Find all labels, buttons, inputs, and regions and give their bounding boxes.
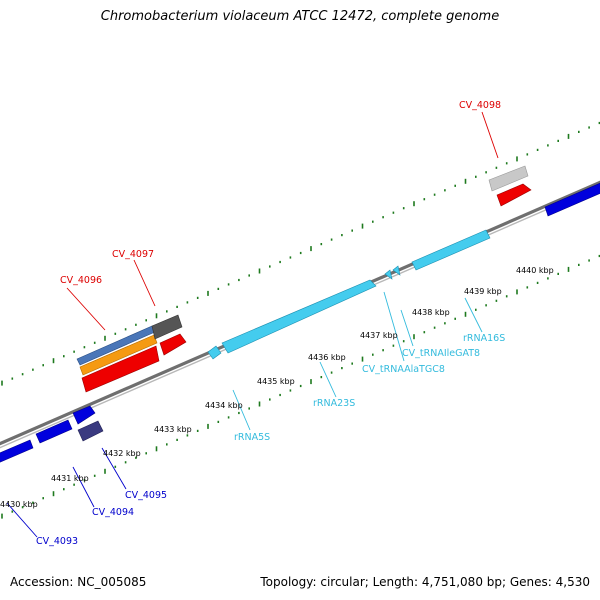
topology-text: Topology: circular; Length: 4,751,080 bp… (260, 575, 590, 589)
scale-label-4431: 4431 kbp (51, 474, 89, 483)
scale-label-4435: 4435 kbp (257, 377, 295, 386)
feature-rrna16s[interactable] (411, 229, 491, 271)
feature-cv4094-gene[interactable] (35, 419, 73, 444)
feature-trna-ile[interactable] (392, 265, 401, 276)
label-cv4097[interactable]: CV_4097 (112, 249, 154, 260)
scale-label-4440: 4440 kbp (516, 266, 554, 275)
label-cv4095[interactable]: CV_4095 (125, 490, 167, 501)
label-rrna5s[interactable]: rRNA5S (234, 432, 270, 443)
feature-cv4098-red-gene[interactable] (496, 183, 532, 207)
label-trna-ala[interactable]: CV_tRNAAlaTGC8 (362, 364, 445, 375)
feature-cv4098-grey-gene[interactable] (488, 165, 529, 192)
scale-label-4438: 4438 kbp (412, 308, 450, 317)
scale-label-4434: 4434 kbp (205, 401, 243, 410)
scale-label-4439: 4439 kbp (464, 287, 502, 296)
tick-tracks (1, 121, 600, 519)
label-cv4093[interactable]: CV_4093 (36, 536, 78, 547)
feature-cv4096-red-gene[interactable] (81, 345, 160, 393)
feature-trna-ala[interactable] (384, 269, 393, 280)
label-cv4098[interactable]: CV_4098 (459, 100, 501, 111)
map-title: Chromobacterium violaceum ATCC 12472, co… (100, 9, 500, 24)
label-trna-ile[interactable]: CV_tRNAIleGAT8 (402, 348, 480, 359)
feature-cv4096-orange-bar[interactable] (79, 334, 158, 376)
label-rrna16s[interactable]: rRNA16S (463, 333, 505, 344)
accession-text: Accession: NC_005085 (10, 575, 147, 589)
scale-label-4432: 4432 kbp (103, 449, 141, 458)
feature-cv4097-grey-gene[interactable] (151, 314, 183, 340)
label-cv4094[interactable]: CV_4094 (92, 507, 134, 518)
scale-labels: 4430 kbp 4431 kbp 4432 kbp 4433 kbp 4434… (0, 266, 554, 509)
feature-right-blue-gene[interactable] (544, 181, 600, 217)
label-leader-lines (6, 111, 499, 538)
feature-cv4095-dark-gene[interactable] (77, 420, 104, 442)
feature-rrna5s[interactable] (207, 345, 222, 360)
scale-label-4437: 4437 kbp (360, 331, 398, 340)
scale-label-4430: 4430 kbp (0, 500, 38, 509)
feature-cv4093-gene[interactable] (0, 439, 34, 463)
scale-label-4433: 4433 kbp (154, 425, 192, 434)
gene-features (0, 165, 600, 463)
label-rrna23s[interactable]: rRNA23S (313, 398, 355, 409)
scale-label-4436: 4436 kbp (308, 353, 346, 362)
gene-labels: CV_4096 CV_4097 CV_4098 CV_4093 CV_4094 … (36, 100, 505, 547)
label-cv4096[interactable]: CV_4096 (60, 275, 102, 286)
feature-rrna23s[interactable] (221, 279, 377, 354)
feature-cv4095-gene[interactable] (72, 405, 96, 425)
feature-cv4097-red-arrow[interactable] (159, 333, 187, 356)
